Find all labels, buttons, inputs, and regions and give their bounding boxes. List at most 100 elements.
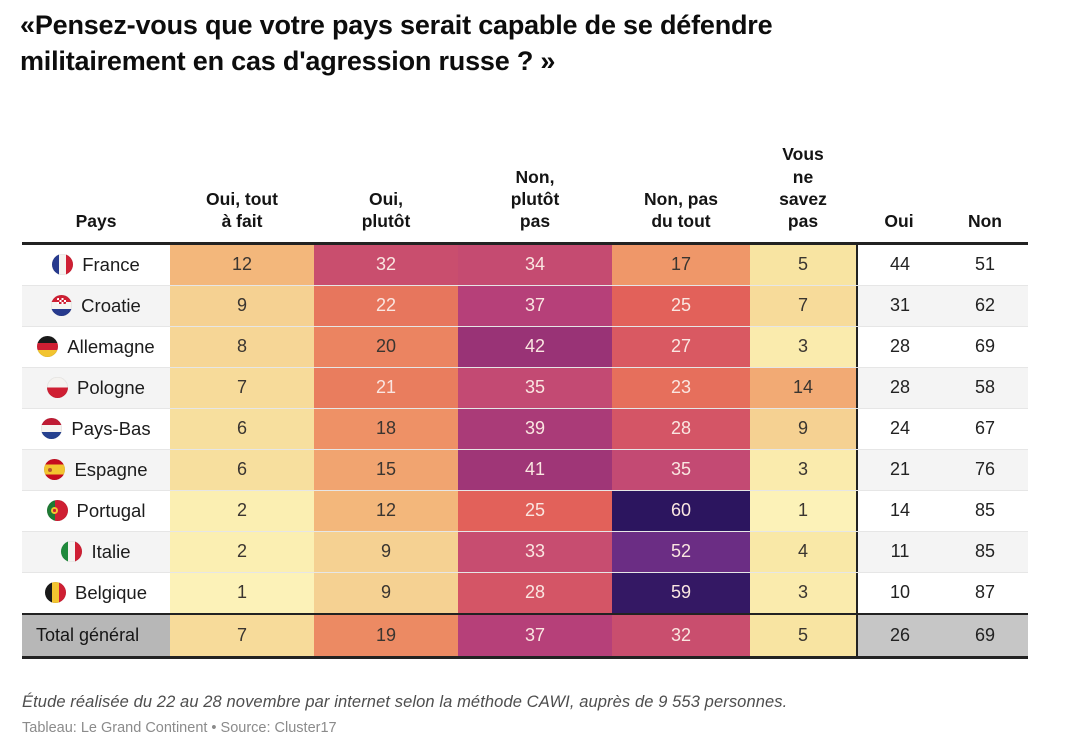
value-cell: 32: [314, 244, 458, 285]
table-row: Portugal 2 12 25 60 1 14 85: [22, 489, 1028, 531]
value-cell: 9: [314, 531, 458, 572]
country-cell: Portugal: [22, 490, 170, 531]
value-cell: 17: [612, 244, 750, 285]
value-cell: 21: [314, 367, 458, 408]
column-header-oui-total: Oui: [884, 211, 914, 232]
value-cell: 7: [170, 367, 314, 408]
flag-pt-icon: [46, 500, 68, 522]
value-cell: 12: [314, 490, 458, 531]
country-name: Pologne: [77, 376, 145, 398]
value-cell: 27: [612, 326, 750, 367]
table-header-row: Pays Oui, tout à fait Oui, plutôt Non, p…: [22, 114, 1028, 245]
summary-oui-cell: 28: [856, 367, 942, 408]
country-cell: France: [22, 244, 170, 285]
value-cell: 28: [458, 572, 612, 613]
column-header-pays: Pays: [75, 211, 117, 232]
value-cell: 3: [750, 572, 856, 613]
total-value-cell: 5: [750, 614, 856, 656]
summary-non-cell: 76: [942, 449, 1028, 490]
country-name: Portugal: [76, 499, 146, 521]
summary-non-cell: 62: [942, 285, 1028, 326]
value-cell: 8: [170, 326, 314, 367]
value-cell: 25: [612, 285, 750, 326]
table-row: France 12 32 34 17 5 44 51: [22, 244, 1028, 285]
value-cell: 2: [170, 490, 314, 531]
value-cell: 9: [170, 285, 314, 326]
column-header-oui-plutot: Oui, plutôt: [361, 189, 411, 232]
country-name: Espagne: [74, 458, 148, 480]
value-cell: 20: [314, 326, 458, 367]
total-oui-cell: 26: [856, 614, 942, 656]
country-cell: Allemagne: [22, 326, 170, 367]
table-row: Allemagne 8 20 42 27 3 28 69: [22, 325, 1028, 367]
total-row: Total général 7 19 37 32 5 26 69: [22, 612, 1028, 659]
value-cell: 41: [458, 449, 612, 490]
value-cell: 9: [750, 408, 856, 449]
country-cell: Belgique: [22, 572, 170, 613]
summary-non-cell: 58: [942, 367, 1028, 408]
methodology-note: Étude réalisée du 22 au 28 novembre par …: [22, 692, 788, 711]
column-header-non-total: Non: [967, 211, 1003, 232]
country-cell: Pologne: [22, 367, 170, 408]
flag-pl-icon: [47, 377, 69, 399]
value-cell: 6: [170, 408, 314, 449]
value-cell: 4: [750, 531, 856, 572]
table-row: Espagne 6 15 41 35 3 21 76: [22, 448, 1028, 490]
flag-it-icon: [61, 541, 83, 563]
value-cell: 5: [750, 244, 856, 285]
summary-non-cell: 69: [942, 326, 1028, 367]
total-value-cell: 7: [170, 614, 314, 656]
table-row: Belgique 1 9 28 59 3 10 87: [22, 571, 1028, 613]
survey-heatmap-table: Pays Oui, tout à fait Oui, plutôt Non, p…: [22, 114, 1028, 659]
value-cell: 6: [170, 449, 314, 490]
value-cell: 9: [314, 572, 458, 613]
country-name: Allemagne: [67, 335, 155, 357]
value-cell: 59: [612, 572, 750, 613]
value-cell: 3: [750, 326, 856, 367]
value-cell: 14: [750, 367, 856, 408]
value-cell: 25: [458, 490, 612, 531]
column-header-non-plutot-pas: Non, plutôt pas: [510, 166, 560, 232]
flag-es-icon: [44, 459, 66, 481]
country-cell: Espagne: [22, 449, 170, 490]
summary-non-cell: 67: [942, 408, 1028, 449]
summary-oui-cell: 14: [856, 490, 942, 531]
table-row: Pays-Bas 6 18 39 28 9 24 67: [22, 407, 1028, 449]
value-cell: 35: [612, 449, 750, 490]
total-value-cell: 37: [458, 614, 612, 656]
flag-be-icon: [44, 582, 66, 604]
summary-oui-cell: 10: [856, 572, 942, 613]
column-header-vous-ne-savez-pas: Vous ne savez pas: [779, 144, 827, 232]
value-cell: 15: [314, 449, 458, 490]
total-non-cell: 69: [942, 614, 1028, 656]
value-cell: 22: [314, 285, 458, 326]
country-name: Pays-Bas: [71, 417, 151, 439]
summary-non-cell: 85: [942, 490, 1028, 531]
value-cell: 12: [170, 244, 314, 285]
value-cell: 28: [612, 408, 750, 449]
summary-oui-cell: 11: [856, 531, 942, 572]
table-row: Croatie 9 22 37 25 7 31 62: [22, 284, 1028, 326]
country-name: Belgique: [74, 581, 147, 603]
value-cell: 1: [750, 490, 856, 531]
flag-nl-icon: [41, 418, 63, 440]
flag-hr-icon: [51, 295, 73, 317]
value-cell: 33: [458, 531, 612, 572]
total-value-cell: 19: [314, 614, 458, 656]
value-cell: 42: [458, 326, 612, 367]
column-header-non-pas-du-tout: Non, pas du tout: [644, 189, 718, 232]
summary-non-cell: 51: [942, 244, 1028, 285]
country-name: France: [82, 253, 140, 275]
value-cell: 39: [458, 408, 612, 449]
summary-oui-cell: 44: [856, 244, 942, 285]
summary-oui-cell: 31: [856, 285, 942, 326]
table-row: Pologne 7 21 35 23 14 28 58: [22, 366, 1028, 408]
summary-oui-cell: 24: [856, 408, 942, 449]
summary-oui-cell: 21: [856, 449, 942, 490]
value-cell: 7: [750, 285, 856, 326]
total-label-cell: Total général: [22, 614, 170, 656]
value-cell: 35: [458, 367, 612, 408]
value-cell: 52: [612, 531, 750, 572]
summary-non-cell: 87: [942, 572, 1028, 613]
